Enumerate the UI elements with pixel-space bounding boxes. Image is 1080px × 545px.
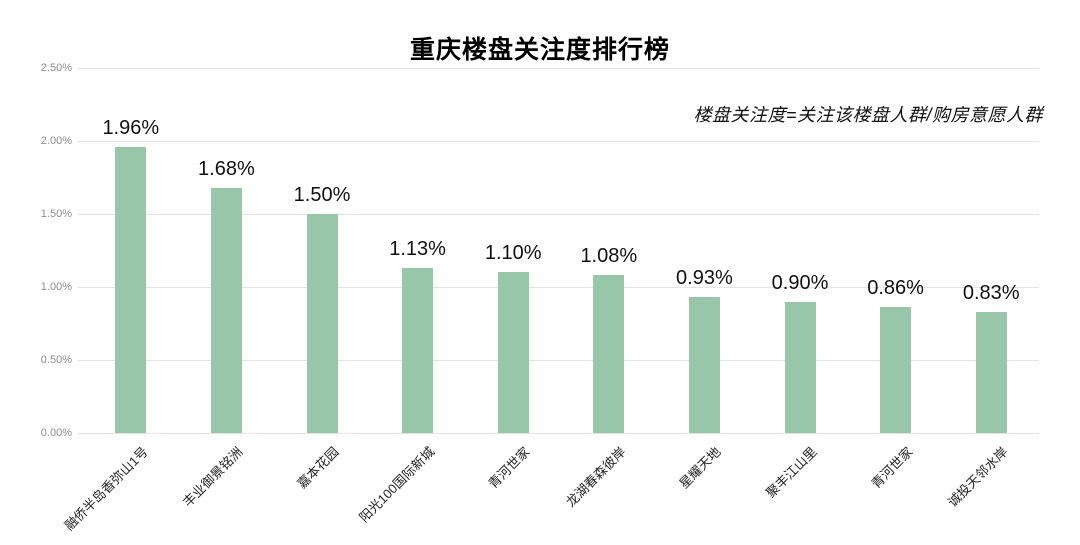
bar-value-label: 1.08% <box>580 245 638 267</box>
bar-value-label: 1.96% <box>102 117 160 139</box>
gridline <box>78 360 1039 361</box>
bar-value-label: 0.83% <box>962 282 1020 304</box>
y-axis-tick-label: 2.00% <box>40 135 72 147</box>
bar <box>784 302 816 433</box>
bar-value-label: 0.90% <box>771 272 829 294</box>
chart-subtitle: 楼盘关注度=关注该楼盘人群/购房意愿人群 <box>693 105 1043 125</box>
x-axis-category-label: 嘉本花园 <box>294 444 342 492</box>
bar-value-label: 0.93% <box>676 267 733 289</box>
bar <box>880 307 912 433</box>
y-axis-tick-label: 0.50% <box>40 354 72 366</box>
x-axis-category-label: 阳光100国际新城 <box>356 444 438 526</box>
bar-value-label: 1.50% <box>293 184 351 206</box>
bar <box>306 214 338 433</box>
chart-title: 重庆楼盘关注度排行榜 <box>409 36 670 64</box>
x-axis-category-label: 融侨半岛香弥山1号 <box>61 444 151 534</box>
gridline <box>78 141 1039 142</box>
bar <box>593 275 625 433</box>
x-axis-category-label: 诚投天邻水岸 <box>945 444 1011 510</box>
bar <box>497 272 529 433</box>
gridline <box>78 68 1039 69</box>
bar <box>115 147 147 433</box>
bar-value-label: 0.86% <box>867 277 924 299</box>
gridline <box>78 433 1039 434</box>
gridline <box>78 214 1039 215</box>
gridline <box>78 287 1039 288</box>
x-axis-category-label: 丰业御景铭洲 <box>180 444 247 510</box>
y-axis-tick-label: 2.50% <box>40 62 72 74</box>
bar-value-label: 1.13% <box>389 238 446 260</box>
bar <box>688 297 720 433</box>
y-axis-tick-label: 0.00% <box>40 427 72 439</box>
y-axis-tick-label: 1.00% <box>40 281 72 293</box>
x-axis-category-label: 青河世家 <box>485 444 533 492</box>
bar <box>210 188 242 433</box>
bar-value-label: 1.68% <box>198 158 255 180</box>
y-axis-tick-label: 1.50% <box>40 208 72 220</box>
bar-value-label: 1.10% <box>484 242 542 264</box>
bar <box>975 312 1007 433</box>
bar <box>402 268 434 433</box>
x-axis-category-label: 聚丰江山里 <box>763 444 820 501</box>
x-axis-category-label: 龙湖春森彼岸 <box>562 444 629 510</box>
x-axis-category-label: 星耀天地 <box>676 444 725 492</box>
x-axis-category-label: 青河世家 <box>867 444 916 492</box>
